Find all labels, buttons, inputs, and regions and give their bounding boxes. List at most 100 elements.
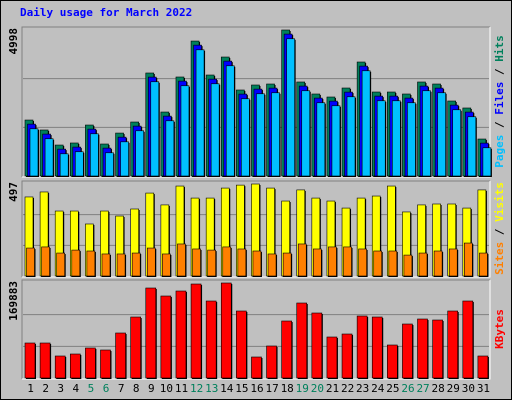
bar-group (371, 316, 384, 379)
bar (205, 300, 217, 379)
bar (90, 133, 99, 177)
bar-group (175, 290, 187, 379)
bar (477, 355, 489, 379)
bar (387, 344, 398, 379)
bar-group (328, 246, 338, 277)
bar (376, 100, 386, 177)
x-tick-label: 12 (190, 382, 203, 395)
bar (146, 247, 156, 277)
bar (59, 153, 69, 177)
bar (237, 248, 247, 277)
frame-dark (21, 26, 490, 177)
bar (402, 323, 413, 379)
x-tick-label: 17 (265, 382, 278, 395)
bar-group (433, 250, 444, 277)
bar-group (225, 65, 236, 177)
bar (286, 38, 295, 177)
bar (86, 250, 96, 277)
bar-group (44, 138, 55, 177)
bar (180, 85, 190, 177)
x-tick-label: 4 (73, 382, 80, 395)
x-tick-label: 27 (416, 382, 429, 395)
x-tick-label: 6 (103, 382, 110, 395)
bar (479, 252, 488, 277)
bar-group (26, 247, 36, 277)
legend-entry: Sites (493, 242, 506, 275)
bar-group (56, 252, 66, 277)
bar-group (432, 319, 444, 379)
bar (422, 90, 431, 177)
x-tick-label: 10 (160, 382, 173, 395)
bar (29, 128, 39, 177)
bar-group (467, 116, 477, 177)
bar-group (236, 310, 248, 379)
legend-separator: / (493, 62, 506, 82)
bar (71, 249, 81, 277)
bar-group (447, 310, 459, 379)
x-tick-label: 30 (462, 382, 475, 395)
bar-group (286, 38, 296, 177)
x-tick-label: 15 (235, 382, 248, 395)
x-tick-label: 2 (42, 382, 49, 395)
bar-group (477, 355, 489, 379)
bar (39, 342, 51, 379)
bar (175, 290, 187, 379)
bar (222, 246, 232, 277)
y-tick-label: 497 (7, 182, 20, 202)
bar-group (311, 312, 323, 379)
x-tick-label: 24 (371, 382, 385, 395)
bar-group (150, 81, 160, 177)
bar (313, 248, 322, 277)
bar (177, 243, 186, 277)
bar-group (266, 345, 278, 379)
legend-entry: Pages (493, 135, 506, 168)
bar-group (131, 252, 142, 277)
y-tick-label: 169883 (7, 281, 20, 321)
bar (373, 250, 383, 277)
bar (135, 130, 144, 177)
bar-group (448, 248, 459, 277)
x-tick-label: 23 (356, 382, 369, 395)
bar-group (100, 349, 112, 379)
bar (392, 100, 401, 177)
bar-group (252, 250, 262, 277)
bar-group (130, 316, 142, 379)
bar (267, 253, 277, 277)
bar-group (373, 250, 383, 277)
x-tick-label: 25 (386, 382, 399, 395)
x-tick-label: 11 (175, 382, 188, 395)
bar-group (407, 102, 417, 177)
bar-group (316, 102, 326, 177)
bar (190, 283, 202, 379)
bar-group (120, 141, 130, 177)
bar (301, 90, 311, 177)
bar (282, 252, 292, 277)
x-tick-label: 29 (447, 382, 460, 395)
bar (252, 250, 262, 277)
bar (225, 65, 235, 177)
bar (326, 336, 338, 379)
bar (448, 248, 458, 277)
bar-group (301, 90, 311, 177)
x-tick-label: 26 (401, 382, 414, 395)
bar-group (482, 147, 492, 177)
bar-group (464, 242, 474, 277)
bar-group (452, 109, 462, 177)
bar (241, 98, 250, 177)
bar-group (116, 253, 127, 277)
bar (341, 333, 353, 379)
bar-group (282, 252, 293, 277)
bar (131, 252, 141, 277)
bar-group (313, 248, 323, 277)
bar-group (281, 320, 293, 379)
x-tick-label: 9 (148, 382, 155, 395)
x-tick-label: 20 (311, 382, 324, 395)
bar-group (271, 92, 281, 177)
bar-group (256, 93, 266, 177)
bar-group (205, 300, 218, 379)
bar-group (267, 253, 278, 277)
bar (356, 315, 368, 379)
x-tick-label: 22 (341, 382, 354, 395)
bar (100, 349, 111, 379)
bar (120, 141, 129, 177)
